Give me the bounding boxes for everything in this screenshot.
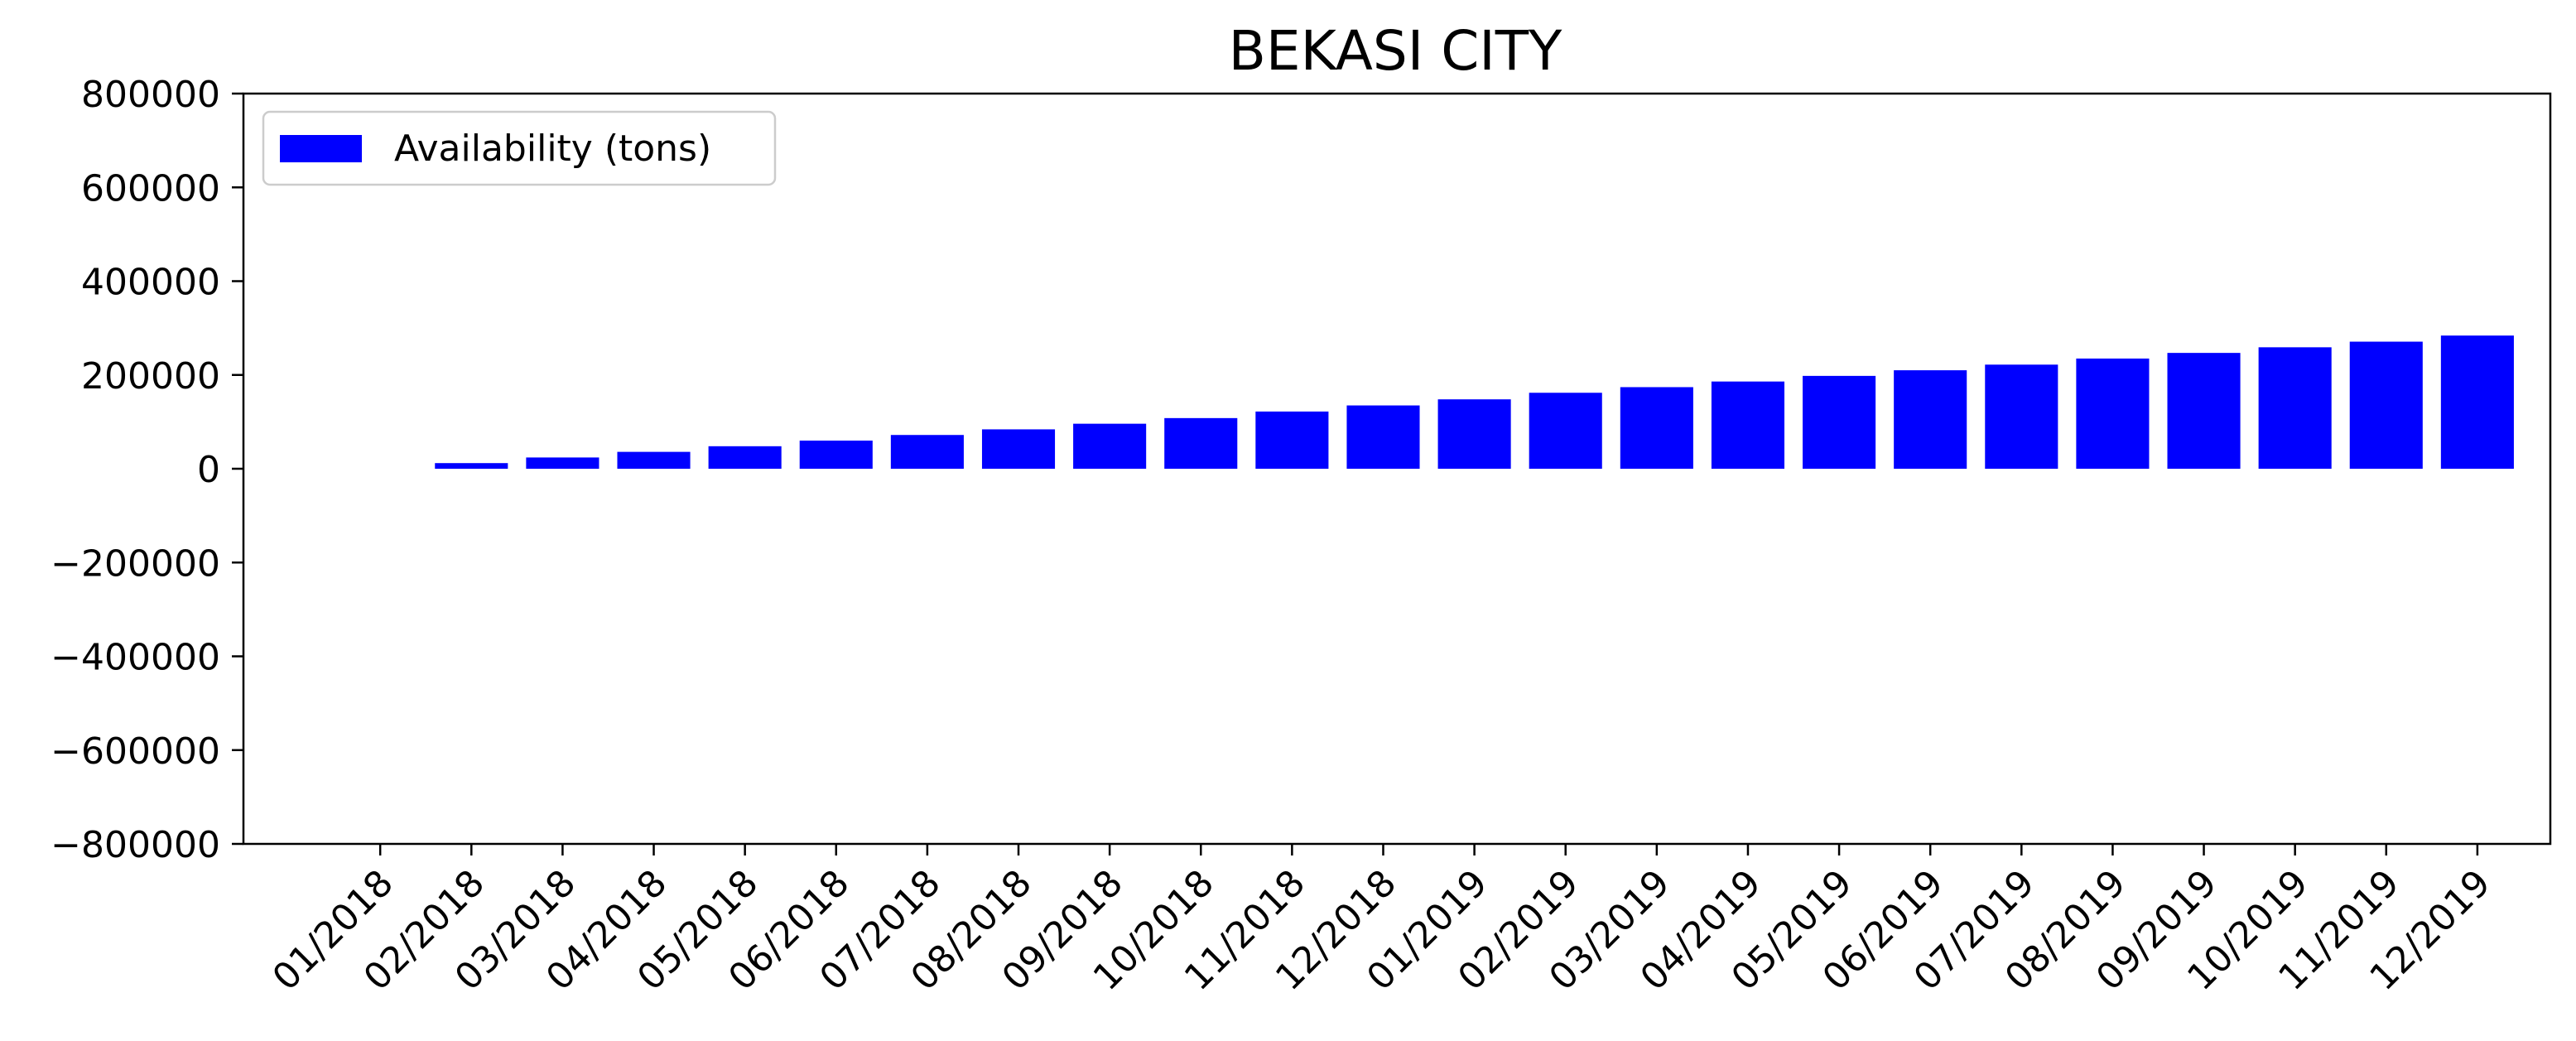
bar-03-2019 [1620,387,1693,469]
y-tick-label: 800000 [81,74,220,116]
x-axis: 01/201802/201803/201804/201805/201806/20… [265,844,2499,999]
y-tick-label: −800000 [51,824,220,866]
y-tick-label: 200000 [81,355,220,398]
legend-label: Availability (tons) [394,128,711,170]
y-tick-label: 0 [197,449,220,491]
bars-group [435,335,2514,469]
bar-10-2018 [1164,417,1238,469]
bar-04-2018 [617,451,691,469]
y-tick-label: 600000 [81,167,220,210]
bar-07-2019 [1985,364,2058,469]
bar-02-2019 [1529,393,1602,469]
y-tick-label: 400000 [81,262,220,304]
legend: Availability (tons) [262,110,777,186]
bar-09-2019 [2167,353,2241,469]
bar-12-2018 [1346,405,1420,469]
bar-02-2018 [435,463,508,469]
bar-05-2018 [708,446,782,469]
bar-11-2019 [2349,341,2423,469]
bar-04-2019 [1711,381,1785,469]
y-axis: −800000 −600000 −400000 −200000 0 200000 40000… [51,74,243,866]
bar-05-2019 [1803,375,1876,469]
bar-07-2018 [890,435,964,469]
bar-08-2019 [2076,358,2150,469]
legend-swatch [280,135,362,162]
bar-03-2018 [526,457,599,469]
bar-08-2018 [981,429,1056,469]
bar-06-2019 [1894,370,1967,469]
y-tick-label: −400000 [51,637,220,679]
bar-06-2018 [799,441,873,469]
bar-12-2019 [2440,335,2514,469]
y-tick-label: −600000 [51,730,220,773]
bar-01-2019 [1437,399,1511,469]
bar-11-2018 [1255,411,1329,469]
bar-09-2018 [1073,423,1147,469]
plot-frame [242,92,2552,846]
bar-10-2019 [2258,347,2332,469]
y-tick-label: −200000 [51,542,220,585]
legend-box [262,110,777,186]
chart-title: BEKASI CITY [1229,19,1562,83]
